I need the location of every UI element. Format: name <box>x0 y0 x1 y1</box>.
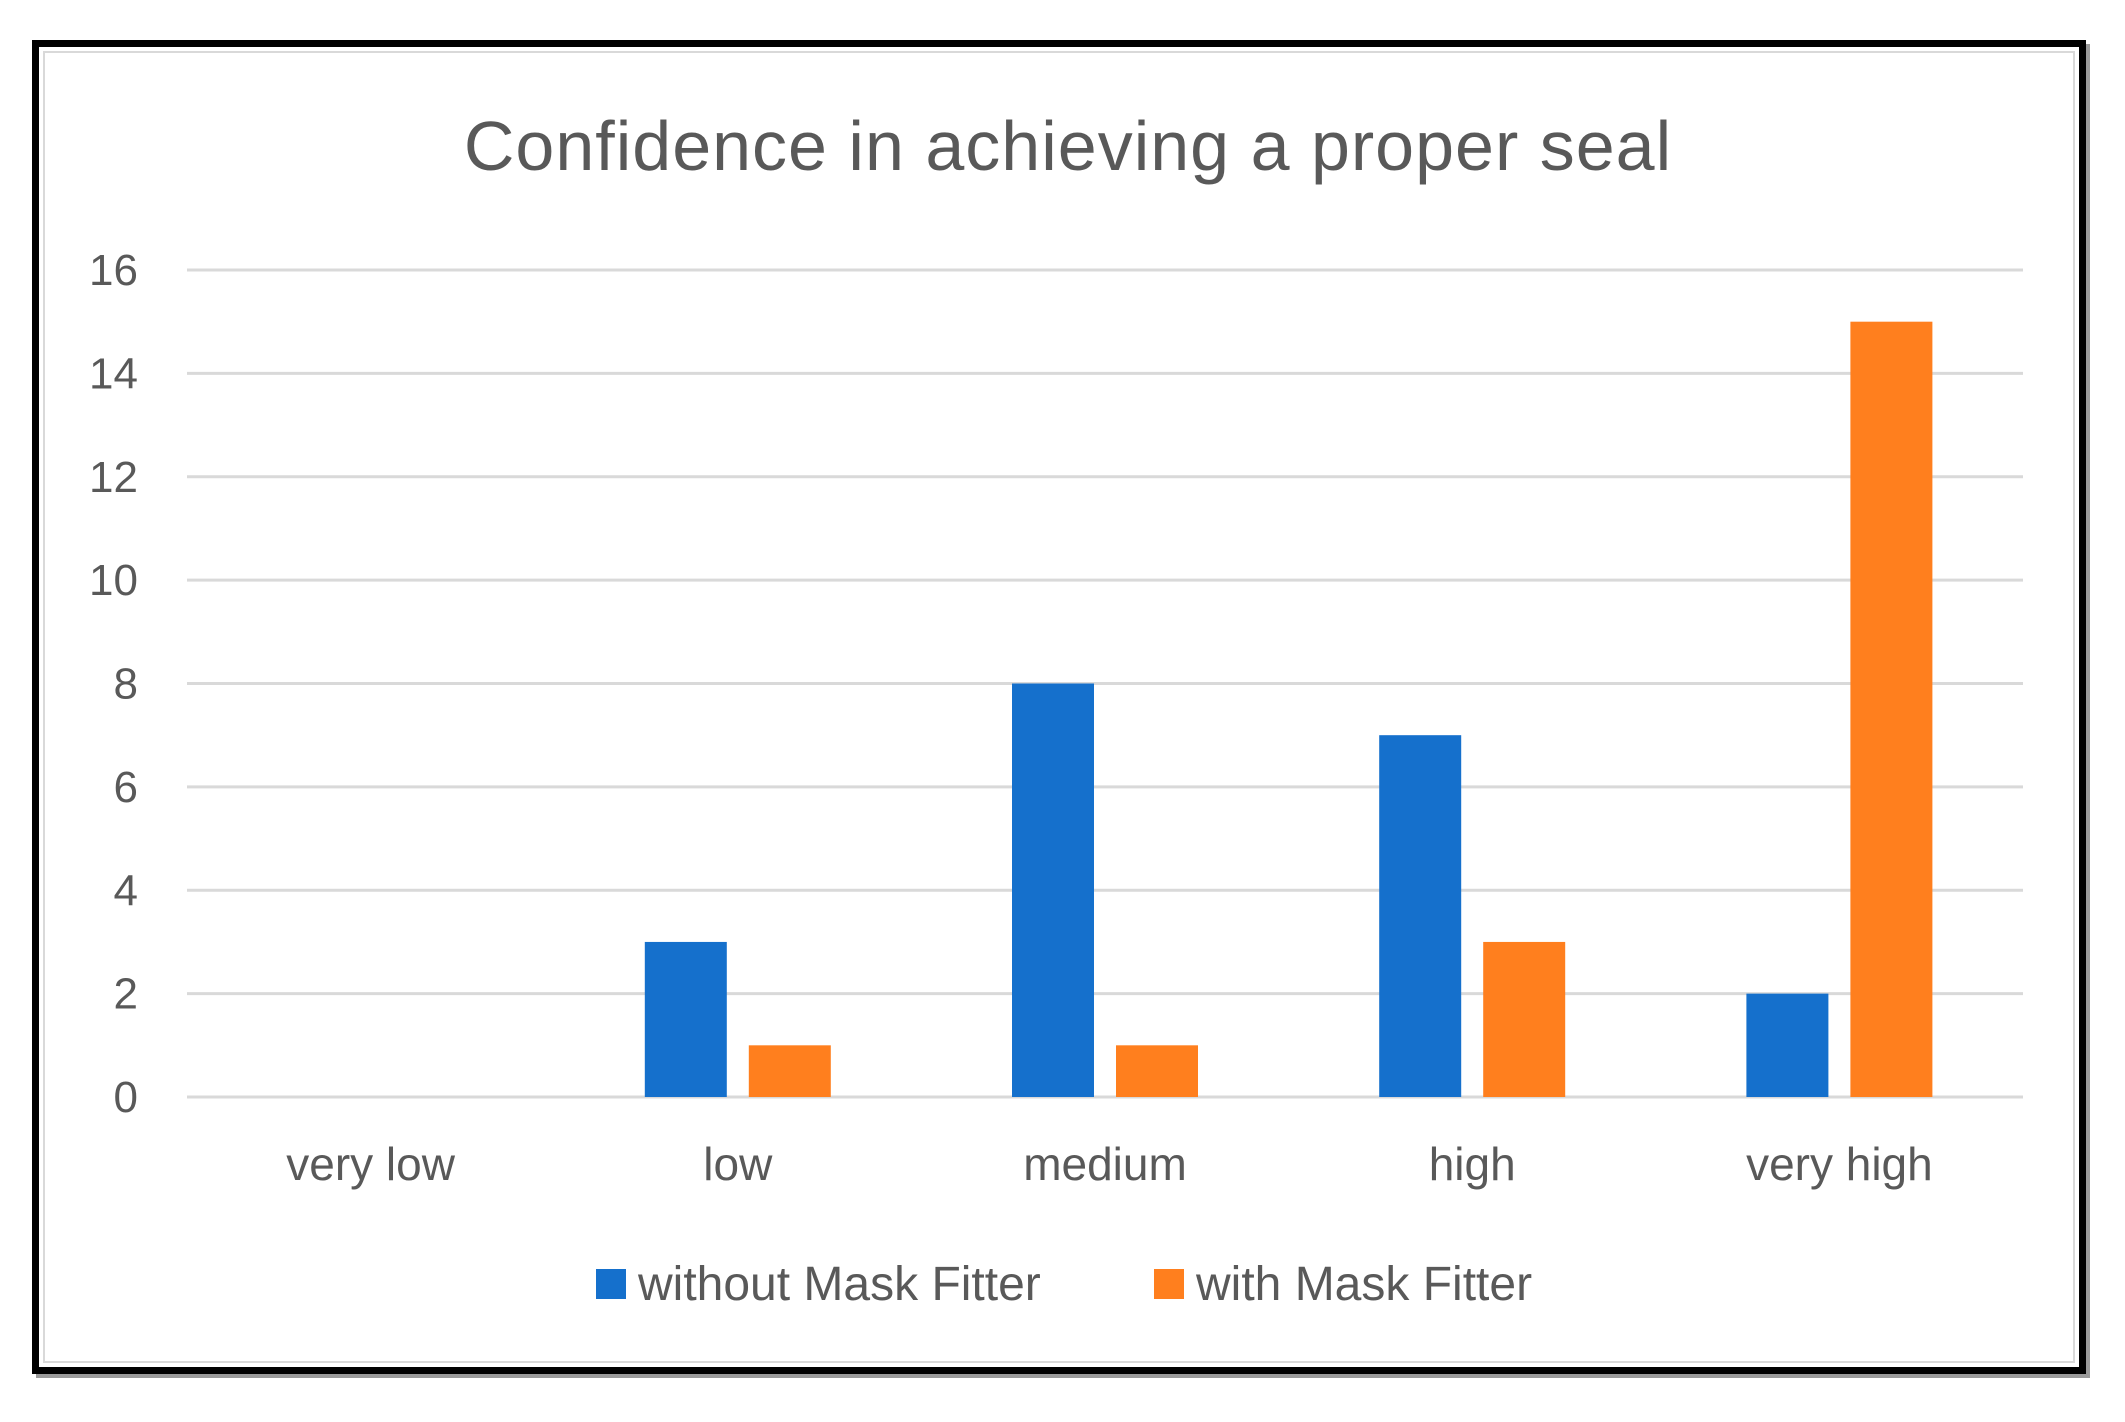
chart-title: Confidence in achieving a proper seal <box>464 107 1672 185</box>
x-category-label: low <box>703 1138 773 1190</box>
y-tick-label: 16 <box>89 246 138 295</box>
x-category-label: very high <box>1746 1138 1933 1190</box>
x-category-label: high <box>1429 1138 1516 1190</box>
y-tick-label: 14 <box>89 349 138 398</box>
gridlines <box>187 268 2023 1099</box>
y-tick-label: 10 <box>89 556 138 605</box>
chart-inner-border <box>43 51 2075 1363</box>
y-tick-label: 12 <box>89 453 138 502</box>
legend-swatch <box>1154 1269 1184 1299</box>
bar-low-series-2 <box>748 1045 831 1097</box>
y-tick-label: 4 <box>114 866 138 915</box>
bar-very-high-series-2 <box>1850 321 1933 1097</box>
bar-high-series-1 <box>1379 735 1462 1097</box>
bar-medium-series-1 <box>1012 683 1094 1097</box>
y-tick-label: 2 <box>114 970 138 1019</box>
bar-high-series-2 <box>1483 941 1566 1097</box>
legend-label: without Mask Fitter <box>637 1258 1041 1311</box>
x-category-label: medium <box>1023 1138 1187 1190</box>
legend: without Mask Fitter with Mask Fitter <box>596 1258 1532 1311</box>
x-axis-categories: very low low medium high very high <box>286 1138 1932 1190</box>
legend-swatch <box>596 1269 626 1299</box>
y-axis-ticks: 0 2 4 6 8 10 12 14 16 <box>89 246 138 1122</box>
bars <box>644 321 1933 1097</box>
bar-very-high-series-1 <box>1746 993 1829 1097</box>
legend-label: with Mask Fitter <box>1195 1258 1532 1311</box>
x-category-label: very low <box>286 1138 455 1190</box>
bar-low-series-1 <box>644 941 727 1097</box>
y-tick-label: 0 <box>114 1073 138 1122</box>
bar-medium-series-2 <box>1116 1045 1198 1097</box>
y-tick-label: 6 <box>114 763 138 812</box>
y-tick-label: 8 <box>114 660 138 709</box>
